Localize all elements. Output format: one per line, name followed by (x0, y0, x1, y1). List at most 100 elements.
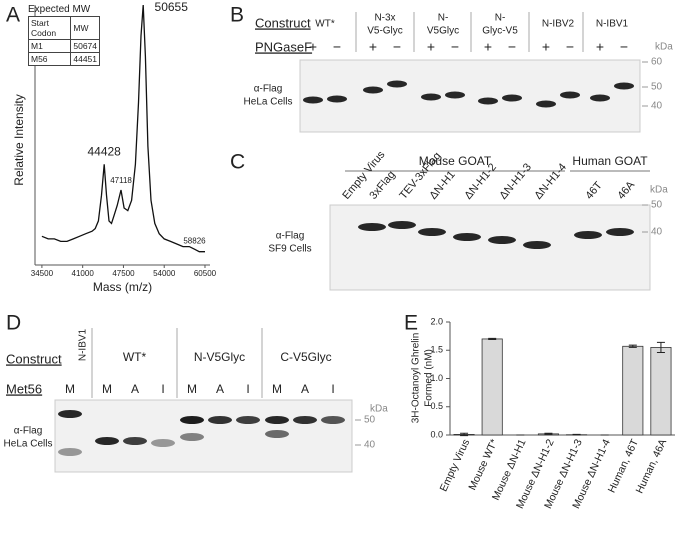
lane-letter: I (246, 382, 249, 396)
antibody-label: α-Flag (14, 426, 43, 437)
band (590, 94, 610, 102)
panel-label: A (6, 4, 20, 27)
panel-label: C (230, 151, 245, 174)
treatment-mark: + (309, 39, 317, 55)
error-bar (656, 341, 665, 354)
bar (650, 347, 672, 436)
marker-label: 60 (651, 57, 663, 68)
panel-label: E (404, 312, 418, 335)
band (502, 94, 522, 102)
treatment-mark: − (620, 39, 628, 55)
error-bar (544, 432, 553, 435)
group-label: N-IBV1 (78, 328, 89, 361)
lane-letter: M (272, 382, 282, 396)
antibody-label: HeLa Cells (244, 97, 293, 108)
bar (622, 345, 644, 436)
band (236, 416, 260, 424)
band (478, 97, 498, 105)
marker-label: 50 (651, 82, 663, 93)
peak-label: 47118 (110, 176, 132, 185)
cell: M1 (27, 39, 72, 53)
x-tick-label: 41000 (72, 269, 95, 278)
kda-label: kDa (370, 404, 388, 415)
lane-letter: M (65, 382, 75, 396)
cell: M56 (27, 52, 72, 66)
peak-label: 58826 (183, 236, 206, 245)
lane-letter: M (102, 382, 112, 396)
peak-label: 44428 (87, 145, 121, 159)
band (614, 82, 634, 90)
lane-letter: M (187, 382, 197, 396)
lane-letter: A (301, 382, 309, 396)
y-tick-label: 0.5 (430, 401, 443, 411)
construct-label: Construct (255, 15, 311, 30)
band (123, 437, 147, 445)
band (321, 416, 345, 424)
marker-label: 40 (651, 101, 663, 112)
treatment-mark: − (333, 39, 341, 55)
band (180, 433, 204, 441)
marker-label: 40 (651, 227, 663, 238)
band (58, 410, 82, 418)
treatment-mark: − (451, 39, 459, 55)
panel-label: B (230, 4, 244, 27)
lane-label: ΔN-H1 (427, 169, 457, 202)
y-tick-label: 1.0 (430, 373, 443, 383)
marker-label: 40 (364, 440, 376, 451)
construct-name: V5Glyc (427, 26, 459, 37)
treatment-mark: − (393, 39, 401, 55)
construct-label: Construct (6, 351, 62, 366)
lane-label: ΔN-H1-4 (532, 161, 569, 201)
construct-name: N- (495, 13, 506, 24)
construct-name: N-IBV2 (542, 19, 575, 30)
x-tick-label: 47500 (112, 269, 135, 278)
error-bar (460, 432, 469, 437)
band (363, 86, 383, 94)
treatment-mark: + (484, 39, 492, 55)
marker-label: 50 (651, 200, 663, 211)
antibody-label: HeLa Cells (4, 439, 53, 450)
band (574, 231, 602, 239)
lane-letter: A (216, 382, 224, 396)
band (358, 223, 386, 231)
band (265, 416, 289, 424)
group-label: Mouse GOAT (419, 154, 492, 168)
peak-label: 50655 (155, 0, 189, 14)
inset-table: Expected MW Start Codon MW M1 50674 M56 444… (27, 4, 100, 66)
y-tick-label: 1.5 (430, 345, 443, 355)
construct-name: N- (438, 13, 449, 24)
band (606, 228, 634, 236)
lane-label: ΔN-H1-3 (497, 161, 534, 201)
band (387, 80, 407, 88)
treatment-mark: + (369, 39, 377, 55)
construct-name: N-3x (374, 13, 395, 24)
band (58, 448, 82, 456)
construct-name: V5-Glyc (367, 26, 403, 37)
band (293, 416, 317, 424)
band (265, 430, 289, 438)
band (421, 93, 441, 101)
band (95, 437, 119, 445)
treatment-mark: + (596, 39, 604, 55)
y-axis-label: Relative Intensity (12, 94, 26, 185)
group-label: N-V5Glyc (194, 350, 245, 364)
inset-title: Expected MW (28, 4, 91, 15)
antibody-label: α-Flag (254, 84, 283, 95)
kda-label: kDa (650, 185, 668, 196)
met-label: Met56 (6, 381, 42, 396)
treatment-label: PNGaseF (255, 39, 312, 54)
group-label: WT* (123, 350, 147, 364)
error-bar (488, 337, 497, 341)
treatment-mark: + (427, 39, 435, 55)
group-label: C-V5Glyc (280, 350, 331, 364)
band (151, 439, 175, 447)
lane-letter: I (161, 382, 164, 396)
bar (481, 338, 503, 436)
x-axis-label: Mass (m/z) (93, 280, 152, 294)
band (560, 91, 580, 99)
y-tick-label: 2.0 (430, 316, 443, 326)
construct-name: N-IBV1 (596, 19, 629, 30)
blot-image (329, 204, 651, 291)
x-tick-label: 54000 (153, 269, 176, 278)
